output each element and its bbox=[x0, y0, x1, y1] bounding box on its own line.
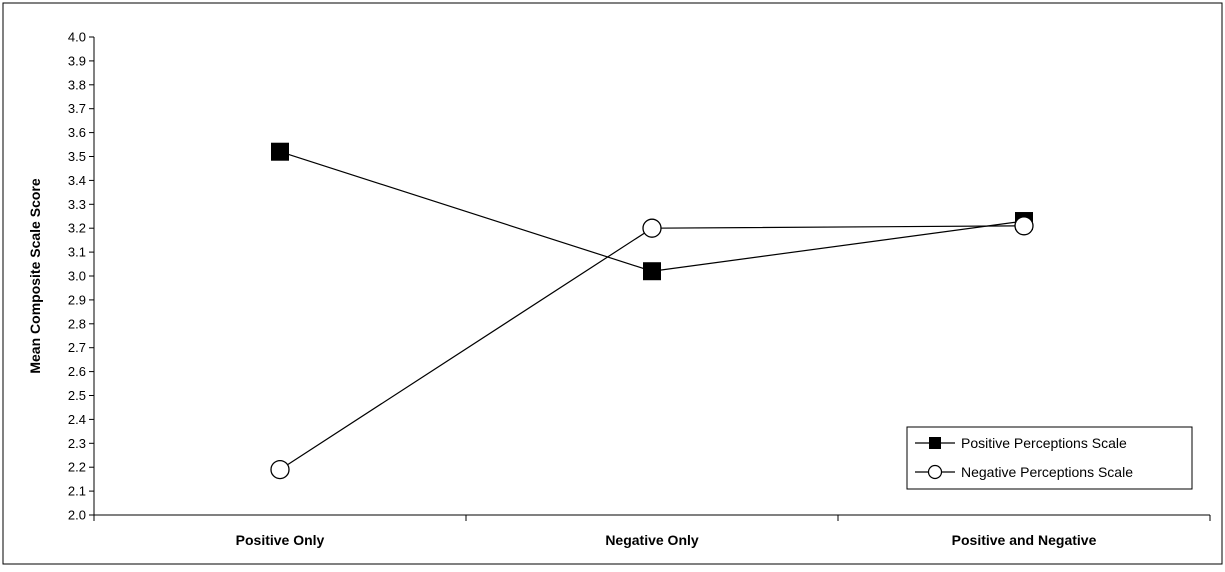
y-tick-label: 3.8 bbox=[68, 77, 86, 92]
legend-marker-circle bbox=[927, 464, 943, 480]
y-tick-label: 3.6 bbox=[68, 125, 86, 140]
x-axis: Positive Only Negative Only Positive and N… bbox=[93, 514, 1211, 548]
y-axis-title: Mean Composite Scale Score bbox=[27, 178, 43, 374]
y-tick-label: 2.4 bbox=[68, 412, 86, 427]
data-point-square bbox=[271, 142, 289, 161]
y-tick-label: 3.7 bbox=[68, 101, 86, 116]
legend-label: Negative Perceptions Scale bbox=[961, 464, 1133, 480]
legend-item: Positive Perceptions Scale bbox=[915, 435, 1127, 451]
legend-marker-square bbox=[929, 437, 941, 449]
y-tick-label: 2.2 bbox=[68, 460, 86, 475]
x-category-label: Positive and Negative bbox=[952, 532, 1097, 548]
data-point-square bbox=[643, 262, 661, 281]
y-tick-label: 3.4 bbox=[68, 173, 86, 188]
y-tick-label: 3.9 bbox=[68, 53, 86, 68]
data-point-circle bbox=[642, 218, 662, 238]
y-tick-label: 2.8 bbox=[68, 316, 86, 331]
data-point-circle bbox=[1014, 216, 1034, 236]
x-category-label: Negative Only bbox=[605, 532, 699, 548]
y-tick-label: 3.1 bbox=[68, 245, 86, 260]
y-tick-label: 3.5 bbox=[68, 149, 86, 164]
y-tick-label: 4.0 bbox=[68, 30, 86, 45]
y-tick-label: 2.3 bbox=[68, 436, 86, 451]
series-2 bbox=[270, 216, 1034, 480]
series-layer bbox=[270, 142, 1034, 480]
y-tick-label: 2.6 bbox=[68, 364, 86, 379]
legend-label: Positive Perceptions Scale bbox=[961, 435, 1127, 451]
y-tick-label: 2.1 bbox=[68, 484, 86, 499]
y-tick-label: 3.0 bbox=[68, 269, 86, 284]
y-tick-label: 3.3 bbox=[68, 197, 86, 212]
y-tick-label: 2.9 bbox=[68, 292, 86, 307]
series-1 bbox=[271, 142, 1033, 281]
y-tick-label: 2.0 bbox=[68, 508, 86, 523]
y-tick-label: 2.5 bbox=[68, 388, 86, 403]
legend: Positive Perceptions Scale Negative Perce… bbox=[906, 426, 1193, 490]
data-point-circle bbox=[270, 459, 290, 480]
x-category-label: Positive Only bbox=[236, 532, 325, 548]
y-tick-label: 3.2 bbox=[68, 221, 86, 236]
y-tick-label: 2.7 bbox=[68, 340, 86, 355]
legend-box bbox=[906, 426, 1193, 490]
y-axis: 2.0 2.1 2.2 2.3 2.4 2.5 2.6 2.7 2.8 2.9 3.0 3.1 3.2 3… bbox=[68, 30, 95, 523]
legend-item: Negative Perceptions Scale bbox=[915, 464, 1133, 480]
